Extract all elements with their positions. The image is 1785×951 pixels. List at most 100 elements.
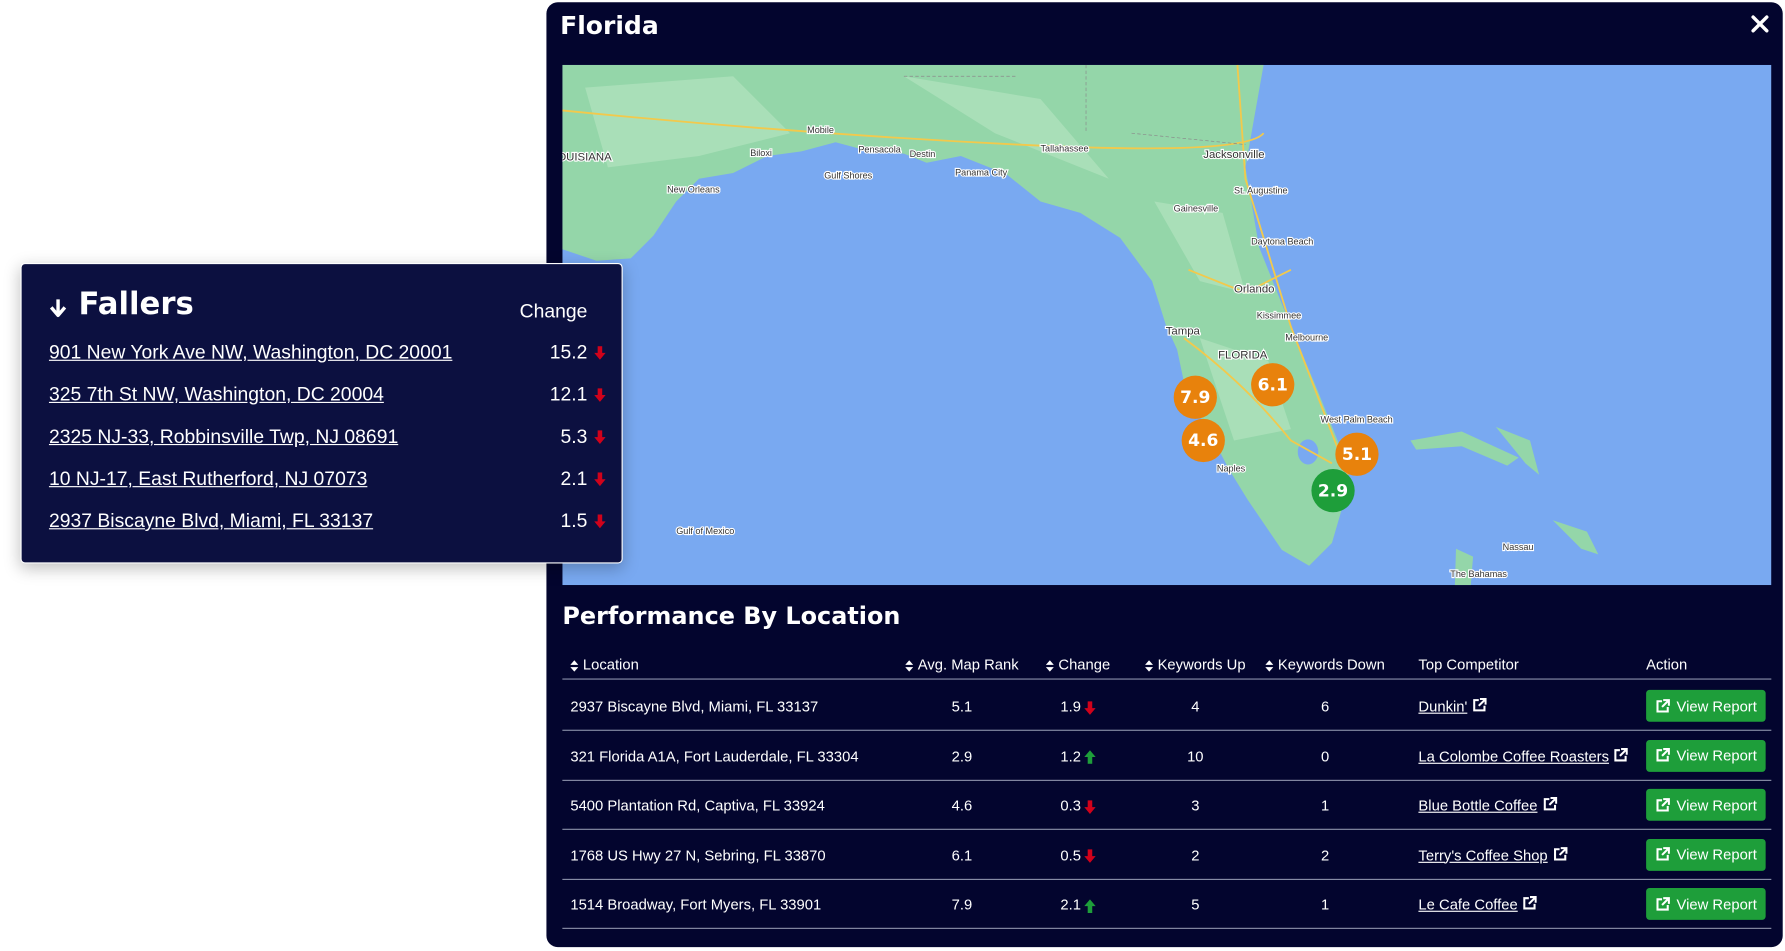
button-label: View Report bbox=[1676, 746, 1757, 764]
view-report-button[interactable]: View Report bbox=[1646, 788, 1766, 821]
map-label: Naples bbox=[1217, 463, 1246, 473]
cell-text: 0.3 bbox=[1060, 796, 1081, 814]
marker-value: 7.9 bbox=[1180, 388, 1210, 408]
value-cell: 5.1 bbox=[952, 698, 973, 715]
cell-text: 1 bbox=[1320, 796, 1330, 814]
cell-text: 1 bbox=[1320, 895, 1330, 913]
cell-text: 1768 US Hwy 27 N, Sebring, FL 33870 bbox=[570, 846, 826, 864]
faller-change-value: 2.1 bbox=[560, 467, 588, 490]
value-cell: 6.1 bbox=[952, 846, 973, 863]
marker-value: 2.9 bbox=[1318, 481, 1348, 501]
arrow-shape bbox=[1084, 700, 1096, 715]
map-label: Kissimmee bbox=[1257, 311, 1301, 321]
faller-change: 2.1 bbox=[560, 467, 606, 491]
map-label: Orlando bbox=[1234, 284, 1274, 296]
view-report-button[interactable]: View Report bbox=[1646, 689, 1766, 722]
view-report-button[interactable]: View Report bbox=[1646, 739, 1766, 772]
icon-shape bbox=[1543, 796, 1557, 811]
map-label: Melbourne bbox=[1285, 332, 1328, 342]
close-button[interactable] bbox=[1751, 15, 1769, 33]
column-header-text: Action bbox=[1646, 655, 1688, 673]
icon-shape bbox=[1523, 896, 1537, 910]
competitor-cell: Le Cafe Coffee bbox=[1418, 896, 1537, 913]
header-divider bbox=[562, 678, 1772, 680]
cell-text: 1514 Broadway, Fort Myers, FL 33901 bbox=[570, 895, 822, 913]
faller-location[interactable]: 2937 Biscayne Blvd, Miami, FL 33137 bbox=[48, 509, 374, 532]
map: LOUISIANA New Orleans Biloxi Mobile Pensacol… bbox=[562, 64, 1772, 586]
cell-text: 3 bbox=[1191, 796, 1200, 814]
column-header[interactable]: Avg. Map Rank bbox=[905, 656, 1019, 673]
competitor-link[interactable]: Dunkin' bbox=[1418, 697, 1468, 715]
marker-circle bbox=[1335, 432, 1379, 476]
value-cell: 0 bbox=[1321, 747, 1329, 764]
change-header: Change bbox=[519, 300, 588, 323]
competitor-link[interactable]: Blue Bottle Coffee bbox=[1418, 796, 1538, 814]
column-header-text: Location bbox=[582, 655, 639, 673]
change-arrow bbox=[594, 346, 606, 360]
marker-circle bbox=[1311, 469, 1355, 513]
cell-text: 5 bbox=[1191, 895, 1200, 913]
change-arrow bbox=[594, 430, 606, 444]
faller-location[interactable]: 2325 NJ-33, Robbinsville Twp, NJ 08691 bbox=[48, 425, 399, 448]
fallers-icon bbox=[49, 299, 67, 318]
map-label: Panama City bbox=[955, 167, 1008, 177]
icon-shape bbox=[1656, 797, 1670, 811]
map-marker[interactable]: 7.9 bbox=[1173, 375, 1217, 419]
map-label: Gulf of Mexico bbox=[676, 526, 734, 536]
value-cell: 2 bbox=[1191, 846, 1199, 863]
map-marker[interactable]: 6.1 bbox=[1251, 363, 1295, 407]
button-label: View Report bbox=[1676, 697, 1757, 715]
faller-location[interactable]: 901 New York Ave NW, Washington, DC 2000… bbox=[48, 341, 453, 364]
cell-text: 6.1 bbox=[951, 846, 973, 864]
sort-icon bbox=[570, 659, 579, 672]
map-label: Nassau bbox=[1503, 542, 1534, 552]
location-cell: 2937 Biscayne Blvd, Miami, FL 33137 bbox=[570, 698, 818, 715]
marker-circle bbox=[1173, 375, 1217, 419]
map-marker[interactable]: 5.1 bbox=[1335, 432, 1379, 476]
competitor-link[interactable]: Terry's Coffee Shop bbox=[1418, 846, 1548, 864]
icon-shape bbox=[1045, 659, 1054, 672]
icon-shape bbox=[1614, 747, 1629, 761]
external-link-icon bbox=[1614, 747, 1629, 761]
arrow-shape bbox=[594, 388, 606, 402]
cell-text: 5400 Plantation Rd, Captiva, FL 33924 bbox=[570, 796, 825, 814]
arrow-shape bbox=[1084, 750, 1096, 764]
cell-text: 6 bbox=[1320, 697, 1330, 715]
column-header[interactable]: Location bbox=[570, 655, 639, 673]
faller-change: 15.2 bbox=[550, 342, 606, 365]
faller-location[interactable]: 325 7th St NW, Washington, DC 20004 bbox=[48, 383, 384, 406]
map-label: New Orleans bbox=[667, 184, 720, 194]
competitor-link[interactable]: La Colombe Coffee Roasters bbox=[1418, 747, 1610, 765]
map-label: Tampa bbox=[1166, 326, 1201, 338]
icon-shape bbox=[1656, 896, 1670, 911]
location-cell: 321 Florida A1A, Fort Lauderdale, FL 333… bbox=[570, 747, 858, 764]
cell-text: 2 bbox=[1320, 846, 1330, 864]
value-cell: 1.2 bbox=[1060, 747, 1096, 764]
external-link-icon bbox=[1656, 797, 1670, 811]
view-report-button[interactable]: View Report bbox=[1646, 887, 1766, 920]
column-header: Top Competitor bbox=[1418, 656, 1518, 673]
column-header[interactable]: Change bbox=[1045, 656, 1110, 673]
button-label: View Report bbox=[1676, 845, 1757, 863]
icon-shape bbox=[1473, 697, 1487, 712]
faller-location[interactable]: 10 NJ-17, East Rutherford, NJ 07073 bbox=[48, 467, 368, 490]
map-marker[interactable]: 2.9 bbox=[1311, 469, 1355, 513]
faller-change: 5.3 bbox=[560, 426, 606, 449]
view-report-button[interactable]: View Report bbox=[1646, 838, 1766, 871]
value-cell: 6 bbox=[1321, 698, 1329, 715]
icon-shape bbox=[905, 659, 914, 672]
arrow-shape bbox=[1084, 849, 1096, 863]
marker-value: 6.1 bbox=[1258, 375, 1288, 395]
icon-shape bbox=[570, 659, 579, 672]
cell-text: 4 bbox=[1191, 697, 1200, 715]
column-header-text: Top Competitor bbox=[1418, 655, 1519, 673]
fallers-title: Fallers bbox=[78, 286, 194, 323]
arrow-shape bbox=[594, 472, 606, 487]
cell-text: 321 Florida A1A, Fort Lauderdale, FL 333… bbox=[570, 747, 859, 765]
competitor-link[interactable]: Le Cafe Coffee bbox=[1418, 895, 1518, 913]
map-marker[interactable]: 4.6 bbox=[1181, 418, 1225, 463]
column-header[interactable]: Keywords Down bbox=[1265, 656, 1385, 673]
column-header[interactable]: Keywords Up bbox=[1145, 656, 1246, 673]
map-label: St. Augustine bbox=[1234, 186, 1288, 196]
